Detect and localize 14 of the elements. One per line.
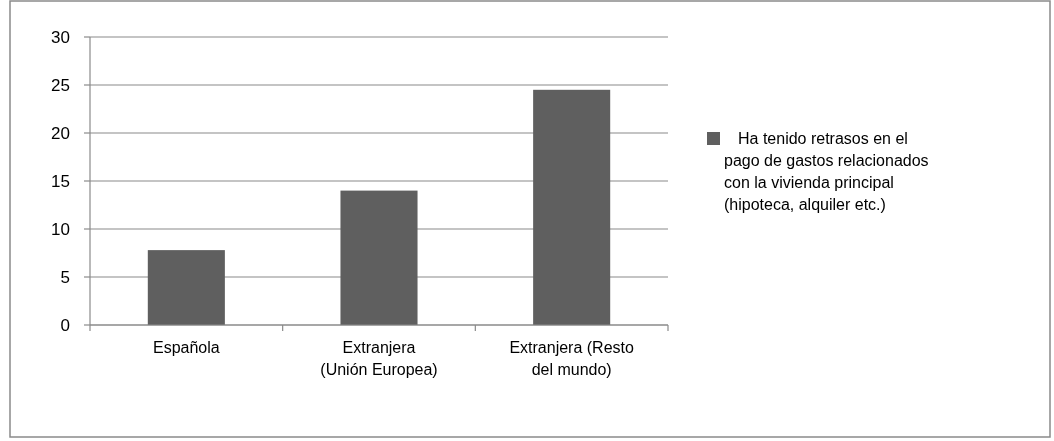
y-tick-label: 10 [51, 219, 70, 239]
y-tick-label: 15 [51, 171, 70, 191]
bar [147, 250, 225, 325]
bar [340, 190, 418, 325]
x-tick-label: Extranjera (Resto del mundo) [509, 339, 635, 378]
x-tick-label: Extranjera (Unión Europea) [320, 339, 438, 378]
y-tick-label: 5 [60, 267, 70, 287]
y-tick-label: 0 [60, 315, 70, 335]
x-tick-label: Española [152, 339, 220, 356]
y-tick-label: 25 [51, 75, 70, 95]
y-tick-label: 20 [51, 123, 70, 143]
y-tick-label: 30 [51, 27, 70, 47]
bar [533, 89, 611, 325]
legend-label: Ha tenido retrasos en el pago de gastos relacionados con la vivienda principal (hipoteca, alquiler etc.) [724, 130, 929, 213]
